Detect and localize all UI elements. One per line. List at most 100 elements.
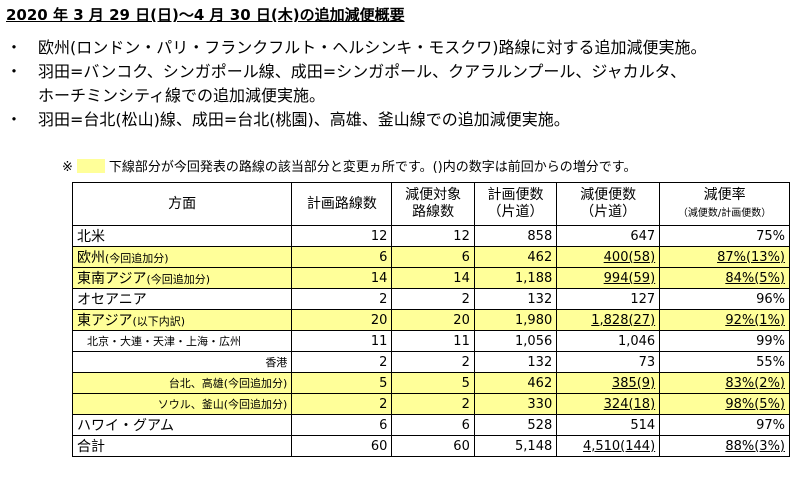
- table-row: 台北、高雄(今回追加分) 5 5 462 385(9) 83%(2%): [71, 372, 790, 394]
- cell-text: 994(59): [603, 270, 656, 286]
- cell-text: 528: [527, 417, 553, 433]
- swatch: [76, 159, 105, 173]
- cell: 88%(3%): [659, 435, 790, 457]
- name-text: ハワイ・グアム: [77, 418, 175, 434]
- cell: 99%: [659, 330, 790, 352]
- row-name: ハワイ・グアム: [71, 414, 293, 436]
- row-name: 東アジア(以下内訳): [71, 309, 293, 331]
- row-name: 台北、高雄(今回追加分): [71, 372, 293, 394]
- header-row: 方面 計画路線数 減便対象 路線数 計画便数 （片道） 減便便数 （片道） 減便率 （減便数/計画…: [71, 182, 790, 226]
- column-header: 計画便数 （片道）: [473, 182, 558, 226]
- cell: 83%(2%): [659, 372, 790, 394]
- table-row: 合計 60 60 5,148 4,510(144) 88%(3%): [71, 435, 790, 457]
- cell-text: 5: [379, 375, 388, 391]
- name-note: (以下内訳): [132, 315, 186, 328]
- cell: 73: [556, 351, 661, 373]
- cell-text: 1,980: [515, 312, 553, 328]
- table-row: ハワイ・グアム 6 6 528 514 97%: [71, 414, 790, 436]
- cell-text: 60: [370, 438, 388, 454]
- row-name: 香港: [71, 351, 293, 373]
- cell-text: 96%: [756, 291, 785, 307]
- cell-text: 20: [453, 312, 470, 328]
- cell: 11: [391, 330, 475, 352]
- cell-text: 6: [379, 417, 388, 433]
- cell: 14: [391, 267, 475, 289]
- cell: 462: [473, 372, 558, 394]
- bullet-line: ホーチミンシティ線での追加減便実施。: [38, 86, 326, 105]
- cell: 60: [391, 435, 475, 457]
- name-text: 東アジア: [77, 313, 133, 329]
- header-text: 減便便数: [580, 187, 637, 203]
- name-note: (今回追加分): [223, 377, 288, 390]
- bullet-line: 羽田=バンコク、シンガポール線、成田=シンガポール、クアラルンプール、ジャカルタ…: [38, 62, 687, 81]
- name-text: 北米: [77, 229, 105, 245]
- bullet-line: 欧州(ロンドン・パリ・フランクフルト・ヘルシンキ・モスクワ)路線に対する追加減便…: [38, 38, 707, 57]
- cell: 994(59): [556, 267, 661, 289]
- cell-text: 88%(3%): [725, 438, 785, 454]
- cell: 2: [291, 351, 393, 373]
- cell-text: 98%(5%): [725, 396, 785, 412]
- cell-text: 12: [453, 228, 470, 244]
- cell-text: 400(58): [603, 249, 656, 265]
- name-text: 東南アジア: [77, 271, 147, 287]
- cell: 528: [473, 414, 558, 436]
- header-text: 方面: [168, 195, 197, 212]
- header-text: （減便数/計画便数）: [677, 207, 772, 219]
- cell: 75%: [659, 225, 790, 247]
- cell: 1,056: [473, 330, 558, 352]
- name-text: ソウル、釜山: [157, 398, 224, 411]
- cell-text: 4,510(144): [582, 438, 656, 454]
- cell-text: 6: [461, 249, 470, 265]
- cell-text: 12: [370, 228, 388, 244]
- header-text: （片道）: [487, 204, 544, 220]
- header-text: 計画便数: [487, 187, 544, 203]
- cell-text: 462: [527, 375, 553, 391]
- cell: 11: [291, 330, 393, 352]
- column-header: 減便便数 （片道）: [556, 182, 661, 226]
- cell-text: 5: [461, 375, 470, 391]
- cell: 1,828(27): [556, 309, 661, 331]
- row-name: オセアニア: [71, 288, 293, 310]
- cell-text: 73: [638, 354, 656, 370]
- column-header: 方面: [71, 182, 293, 226]
- cell: 462: [473, 246, 558, 268]
- cell-text: 83%(2%): [725, 375, 785, 391]
- cell-text: 132: [527, 291, 553, 307]
- cell-text: 324(18): [603, 396, 656, 412]
- cell: 14: [291, 267, 393, 289]
- table-row: 北米 12 12 858 647 75%: [71, 225, 790, 247]
- cell: 60: [291, 435, 393, 457]
- cell: 6: [291, 414, 393, 436]
- cell-text: 385(9): [611, 375, 656, 391]
- header-text: （片道）: [580, 204, 637, 220]
- cell: 5: [391, 372, 475, 394]
- cell: 330: [473, 393, 558, 415]
- table-row: 東アジア(以下内訳) 20 20 1,980 1,828(27) 92%(1%): [71, 309, 790, 331]
- table-row: 東南アジア(今回追加分) 14 14 1,188 994(59) 84%(5%): [71, 267, 790, 289]
- cell-text: 5,148: [515, 438, 553, 454]
- name-note: (今回追加分): [223, 398, 288, 411]
- cell: 132: [473, 351, 558, 373]
- cell-text: 20: [370, 312, 388, 328]
- cell-text: 99%: [756, 333, 785, 349]
- cell: 12: [391, 225, 475, 247]
- cell-text: 6: [461, 417, 470, 433]
- cell: 4,510(144): [556, 435, 661, 457]
- cell-text: 2: [379, 396, 388, 412]
- cell-text: 6: [379, 249, 388, 265]
- bullet-line: 羽田=台北(松山)線、成田=台北(桃園)、高雄、釜山線での追加減便実施。: [38, 110, 570, 129]
- cell: 400(58): [556, 246, 661, 268]
- name-note: (今回追加分): [105, 252, 169, 265]
- cell-text: 514: [630, 417, 656, 433]
- note: ※ 下線部分が今回発表の路線の該当部分と変更ヵ所です。()内の数字は前回からの増分…: [62, 156, 636, 175]
- cell: 5,148: [473, 435, 558, 457]
- name-text: オセアニア: [77, 292, 147, 308]
- cell-text: 462: [527, 249, 553, 265]
- row-name: 北米: [71, 225, 293, 247]
- note-mark: ※: [62, 160, 73, 175]
- header-text: 減便率: [703, 186, 746, 203]
- table-row: オセアニア 2 2 132 127 96%: [71, 288, 790, 310]
- name-text: 北京・大連・天津・上海・広州: [87, 335, 241, 348]
- cell: 514: [556, 414, 661, 436]
- cell: 2: [291, 288, 393, 310]
